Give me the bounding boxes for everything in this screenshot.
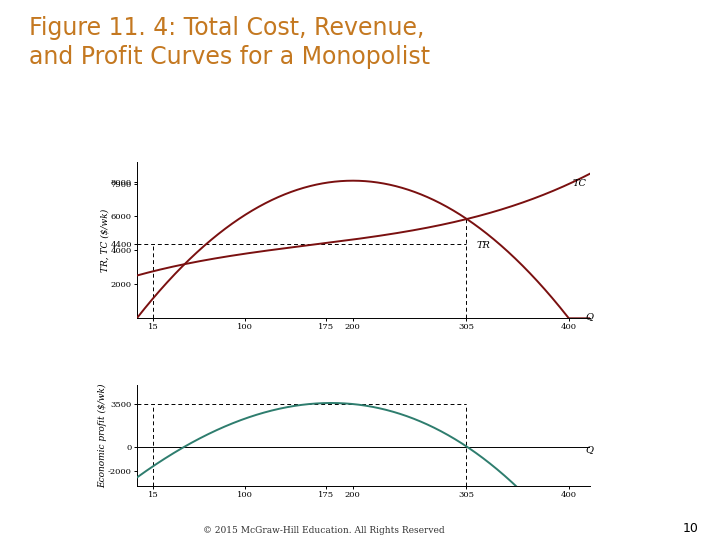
Text: Q: Q bbox=[585, 444, 593, 454]
Text: TR: TR bbox=[477, 241, 491, 250]
Text: Q: Q bbox=[585, 312, 593, 321]
Text: Figure 11. 4: Total Cost, Revenue,
and Profit Curves for a Monopolist: Figure 11. 4: Total Cost, Revenue, and P… bbox=[29, 16, 430, 69]
Y-axis label: Economic profit ($/wk): Economic profit ($/wk) bbox=[97, 383, 107, 488]
Text: TC: TC bbox=[572, 179, 586, 188]
Text: 10: 10 bbox=[683, 522, 698, 535]
Y-axis label: TR, TC ($/wk): TR, TC ($/wk) bbox=[100, 208, 109, 272]
Text: © 2015 McGraw-Hill Education. All Rights Reserved: © 2015 McGraw-Hill Education. All Rights… bbox=[203, 525, 445, 535]
